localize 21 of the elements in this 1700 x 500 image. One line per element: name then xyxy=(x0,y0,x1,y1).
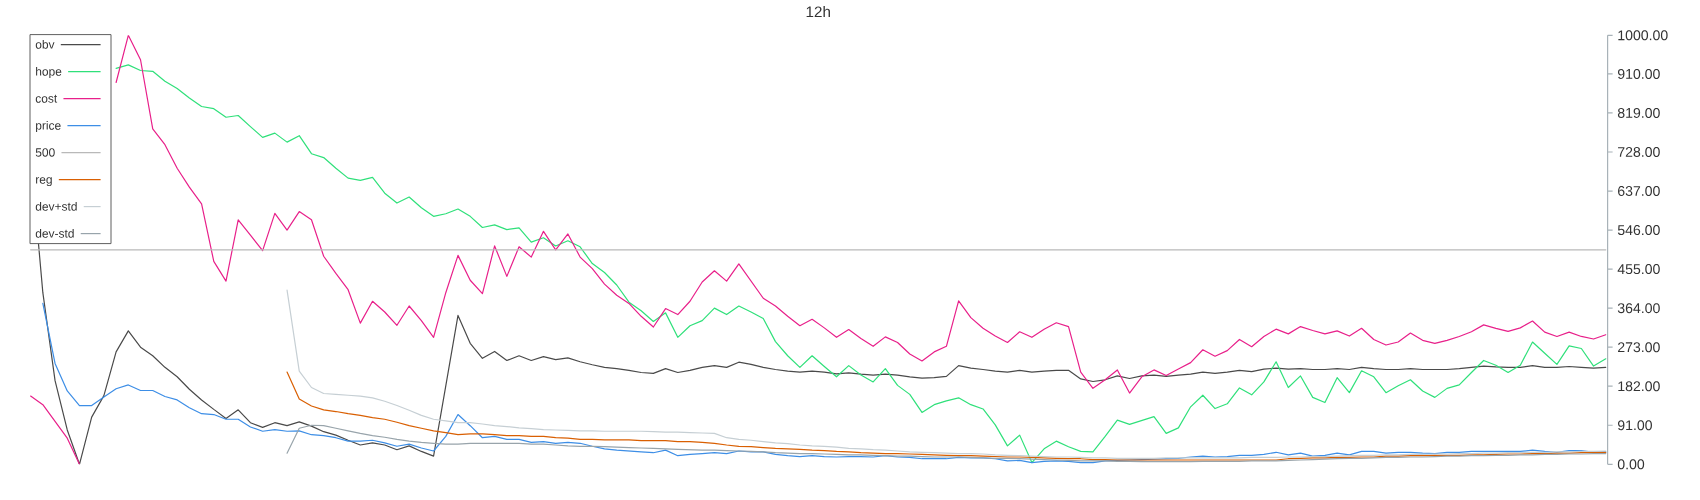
y-tick-label: 546.00 xyxy=(1617,225,1660,236)
legend-label: hope xyxy=(36,66,62,79)
y-tick-label: 637.00 xyxy=(1618,186,1660,197)
legend-label: price xyxy=(36,120,61,133)
y-tick-label: 455.00 xyxy=(1617,264,1660,275)
y-tick-label: 91.00 xyxy=(1617,420,1652,431)
y-tick-label: 728.00 xyxy=(1618,147,1660,157)
legend-label: cost xyxy=(35,94,58,103)
y-tick-label: 1000.00 xyxy=(1618,30,1668,41)
y-tick-label: 273.00 xyxy=(1618,342,1660,353)
legend-label: dev-std xyxy=(35,228,74,238)
y-tick-label: 182.00 xyxy=(1618,381,1660,392)
y-tick-label: 910.00 xyxy=(1617,68,1660,79)
y-tick-label: 819.00 xyxy=(1617,107,1660,118)
legend-label: 500 xyxy=(35,148,55,157)
y-tick-label: 364.00 xyxy=(1617,303,1660,314)
legend-label: obv xyxy=(35,39,55,49)
legend-label: reg xyxy=(36,177,52,187)
legend-label: dev+std xyxy=(35,201,77,211)
y-tick-label: 0.00 xyxy=(1617,459,1645,470)
chart-title: 12h xyxy=(806,6,830,18)
